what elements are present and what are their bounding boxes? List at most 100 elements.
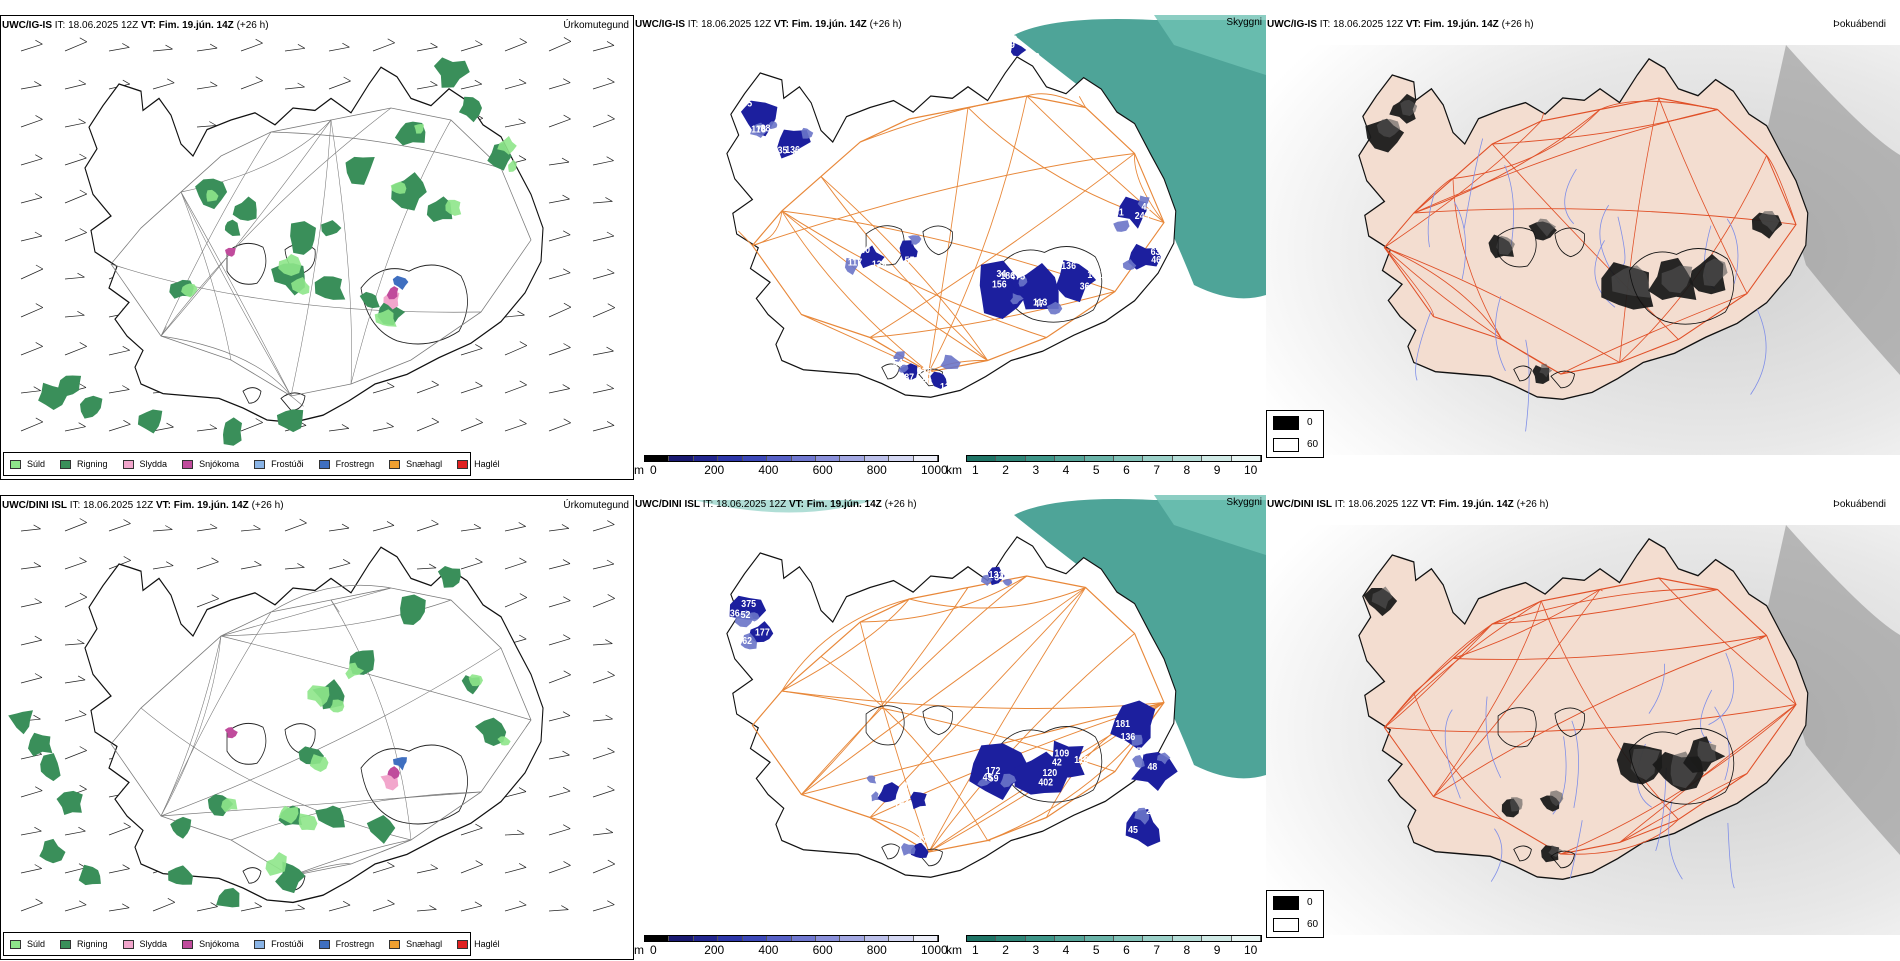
legend-label: Snjókoma [199,459,240,469]
cloud-base-value: 113 [1033,297,1047,309]
lead-time: (+26 h) [251,500,284,511]
cloud-base-value: 98 [773,624,783,636]
panel-title: Skyggni [1226,17,1262,28]
visibility-colorbar: km 1 2 3 4 5 6 7 8 9 10 [946,453,1264,477]
cloud-base-areas [729,566,1178,858]
colorbar-tick: 200 [704,943,725,957]
vt-value: Fim. 19.jún. 14Z [806,499,882,510]
visibility-panel: 178 136 156 475 141 117 55 61 63 54 20 353 10 47 186 11… [634,15,1266,480]
colorbar-tick: 5 [1092,463,1100,477]
model-name: UWC/IG-IS [1267,19,1317,30]
cloud-base-value: 47 [792,149,802,161]
vt-value: Fim. 19.jún. 14Z [1438,499,1514,510]
colorbar-unit: km [946,463,962,477]
header: UWC/IG-IS IT: 18.06.2025 12Z VT: Fim. 19… [2,20,269,31]
fog-areas [1363,586,1726,863]
forecast-row: UWC/DINI ISL IT: 18.06.2025 12Z VT: Fim.… [0,495,1900,960]
legend-label: Snæhagl [406,459,443,469]
legend-label: Rigning [77,459,108,469]
cloud-base-value: 172 [986,765,1001,777]
legend-swatch [254,939,266,949]
cloud-base-value: 52 [741,609,751,621]
legend-item: Snæhagl [389,939,442,949]
cloud-base-value: 38 [761,123,771,135]
cloud-base-value: 136 [1121,731,1136,743]
panel-title: Þokuábendi [1833,499,1886,510]
it-label: IT: [687,19,699,30]
panel-title: Skyggni [1226,497,1262,508]
cloud-base-value: 45 [983,772,993,784]
legend-item: Frostregn [318,939,375,949]
cloud-base-value: 48 [1148,762,1158,774]
colorbar-tick: 8 [1183,463,1191,477]
precip-legend: Súld Rigning Slydda Snjókoma Frostúði Frostre… [3,932,500,956]
precip-legend: Súld Rigning Slydda Snjókoma Frostúði Frostre… [3,452,500,476]
iceland-outline [1358,538,1809,889]
iceland-outline [1358,58,1809,432]
cloud-base-value: 118 [1074,754,1089,766]
colorbar-tick: 0 [650,463,657,477]
fog-legend-label: 0 [1307,897,1313,908]
iceland-outline [38,57,544,446]
header: UWC/DINI ISL IT: 18.06.2025 12Z VT: Fim.… [2,500,284,511]
it-label: IT: [702,499,714,510]
legend-label: Slydda [139,939,168,949]
cloud-base-value: 36 [1080,281,1090,293]
legend-label: Rigning [77,939,108,949]
legend-swatch [122,459,134,469]
vt-value: Fim. 19.jún. 14Z [791,19,867,30]
legend-item: Rigning [60,939,108,949]
colorbar-tick: 9 [1213,463,1221,477]
legend-label: Snjókoma [199,939,240,949]
fog-panel: UWC/IG-IS IT: 18.06.2025 12Z VT: Fim. 19… [1266,15,1900,480]
cloud-base-value: 178 [751,124,766,136]
precip-type-panel: UWC/IG-IS IT: 18.06.2025 12Z VT: Fim. 19… [0,15,634,480]
vt-label: VT: [140,20,156,31]
cloud-base-value: 87 [904,372,914,384]
legend-swatch [457,459,469,469]
model-name: UWC/DINI ISL [635,499,700,510]
cloud-base-value: 176 [918,834,933,846]
cloud-base-value: 36 [1126,236,1136,248]
colorbar-tick: 600 [812,463,833,477]
legend-swatch [318,459,330,469]
vt-label: VT: [1420,499,1436,510]
vt-label: VT: [788,499,804,510]
legend-item: Frostúði [254,939,304,949]
precip-map [8,518,615,912]
colorbar-unit: m [634,943,644,957]
legend-label: Frostregn [335,939,375,949]
colorbar-tick: 400 [758,943,779,957]
cloud-base-value: 61 [1114,207,1124,219]
cloud-base-value: 117 [848,257,862,269]
cloud-base-value: 156 [992,279,1007,291]
colorbar-tick: 4 [1062,463,1070,477]
legend-item: Súld [10,459,45,469]
legend-label: Frostúði [271,939,304,949]
fog-areas [1365,93,1783,385]
cloud-base-value: 402 [1038,777,1053,789]
cloud-base-value: 353 [1025,52,1040,64]
header: UWC/DINI ISL IT: 18.06.2025 12Z VT: Fim.… [1267,499,1549,510]
fog-legend-swatch [1273,438,1299,452]
vt-value: Fim. 19.jún. 14Z [173,500,249,511]
fog-legend: 0 60 [1266,410,1324,458]
header: UWC/IG-IS IT: 18.06.2025 12Z VT: Fim. 19… [1267,19,1534,30]
cloud-base-value: 54 [893,357,903,369]
cloud-base-value: 69 [1005,40,1015,52]
vt-label: VT: [155,500,171,511]
lead-time: (+26 h) [869,19,902,30]
cloud-base-colorbar: m 0 200 400 600 800 1000 [634,453,948,477]
lead-time: (+26 h) [884,499,917,510]
panel-title: Úrkomutegund [563,20,629,31]
colorbar-tick: 2 [1002,463,1009,477]
cloud-base-value: 41 [924,831,934,843]
legend-item: Haglél [457,939,500,949]
fog-legend: 0 60 [1266,890,1324,938]
it-value: 18.06.2025 12Z [716,499,787,510]
cloud-base-value: 136 [785,144,800,156]
lead-time: (+26 h) [1516,499,1549,510]
legend-label: Snæhagl [406,939,443,949]
legend-swatch [122,939,134,949]
